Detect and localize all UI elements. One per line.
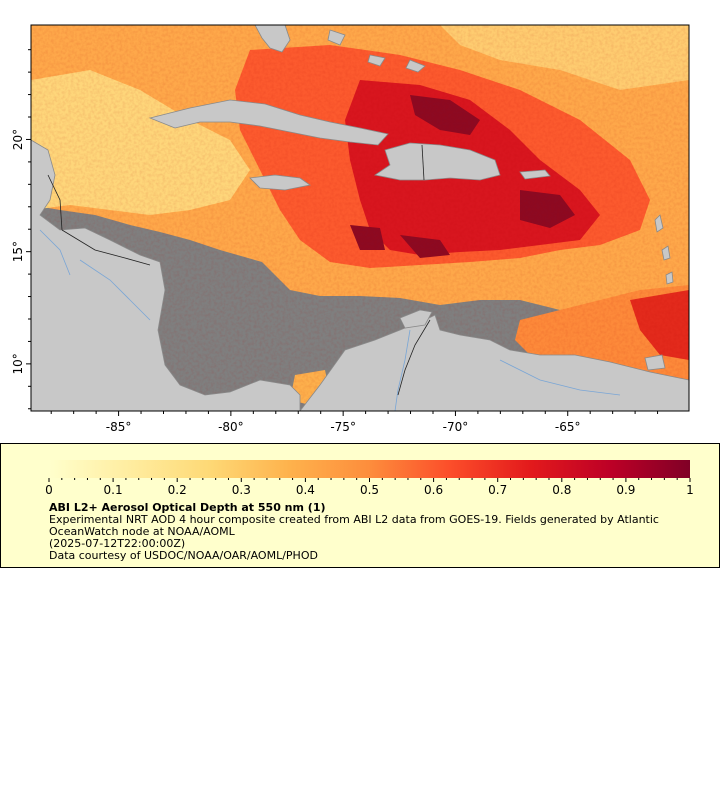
land-masses — [31, 25, 689, 411]
legend-credit: Data courtesy of USDOC/NOAA/OAR/AOML/PHO… — [49, 549, 318, 562]
colorbar-tick-label: 0.7 — [488, 483, 507, 497]
land-trinidad — [644, 354, 666, 371]
land-guajira — [399, 309, 433, 329]
legend-time: (2025-07-12T22:00:00Z) — [49, 537, 186, 550]
latitude-axis: 10° 15° 20° — [11, 49, 31, 410]
land-jamaica — [249, 174, 311, 191]
x-tick-label: -65° — [555, 420, 581, 434]
colorbar-tick-label: 0.4 — [296, 483, 315, 497]
colorbar-tick-label: 0.5 — [360, 483, 379, 497]
colorbar: 0 0.1 0.2 0.3 0.4 0.5 0.6 0.7 0.8 0.9 1 — [45, 460, 694, 497]
border-central-america — [61, 229, 151, 266]
land-puerto-rico — [519, 169, 551, 180]
land-lesser-antilles — [654, 214, 674, 285]
x-tick-label: -85° — [106, 420, 132, 434]
map-figure: -85° -80° -75° -70° -65° 10° 15° 20° — [11, 24, 690, 434]
y-tick-label: 20° — [11, 129, 25, 150]
longitude-axis: -85° -80° -75° -70° -65° — [50, 411, 659, 434]
colorbar-tick-label: 0.2 — [168, 483, 187, 497]
land-south-america — [299, 314, 689, 411]
border-haiti-dr — [421, 144, 425, 181]
legend-title: ABI L2+ Aerosol Optical Depth at 550 nm … — [49, 501, 326, 514]
colorbar-tick-label: 0.6 — [424, 483, 443, 497]
y-tick-label: 15° — [11, 241, 25, 262]
colorbar-tick-label: 0.9 — [616, 483, 635, 497]
river-magdalena — [394, 329, 411, 411]
x-tick-label: -70° — [443, 420, 469, 434]
colorbar-ticks: 0 0.1 0.2 0.3 0.4 0.5 0.6 0.7 0.8 0.9 1 — [45, 478, 694, 497]
land-florida — [254, 25, 291, 53]
x-tick-label: -75° — [330, 420, 356, 434]
river-venezuela — [499, 359, 621, 396]
land-yucatan-central-america — [31, 139, 301, 411]
colorbar-gradient — [49, 460, 690, 478]
land-cuba — [148, 99, 389, 146]
colorbar-tick-label: 0.3 — [232, 483, 251, 497]
border-mexico-guatemala — [47, 174, 63, 231]
country-borders — [47, 144, 431, 396]
colorbar-tick-label: 0.8 — [552, 483, 571, 497]
colorbar-tick-label: 0 — [45, 483, 53, 497]
land-bahamas — [327, 29, 426, 73]
river-usumacinta — [39, 229, 71, 276]
x-tick-label: -80° — [218, 420, 244, 434]
map-frame — [30, 24, 690, 412]
rivers — [39, 229, 621, 411]
border-colombia-venezuela — [397, 319, 431, 396]
colorbar-tick-label: 1 — [686, 483, 694, 497]
legend-description: Experimental NRT AOD 4 hour composite cr… — [49, 513, 659, 538]
y-tick-label: 10° — [11, 353, 25, 374]
land-hispaniola — [373, 142, 501, 181]
river-central-america — [79, 259, 151, 321]
legend-panel: 0 0.1 0.2 0.3 0.4 0.5 0.6 0.7 0.8 0.9 1 ABI L2+ Ae… — [0, 443, 720, 568]
colorbar-tick-label: 0.1 — [104, 483, 123, 497]
